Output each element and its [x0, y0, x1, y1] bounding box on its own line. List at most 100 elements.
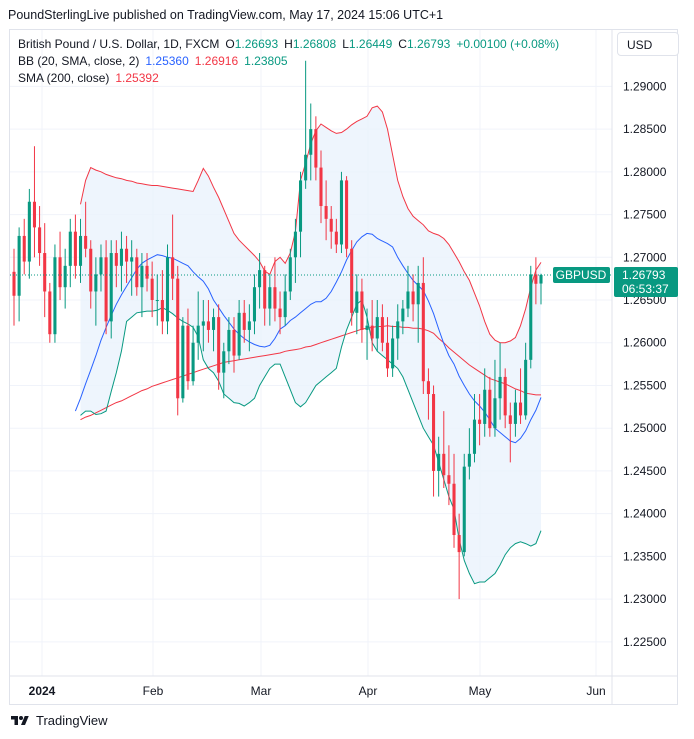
candle-body-down[interactable] — [345, 180, 349, 249]
candle-body-down[interactable] — [273, 287, 277, 309]
candle-body-up[interactable] — [498, 376, 502, 399]
candle-body-down[interactable] — [84, 235, 88, 249]
candle-body-down[interactable] — [186, 325, 190, 382]
candle-body-up[interactable] — [258, 270, 262, 288]
candle-body-down[interactable] — [278, 308, 282, 318]
candle-body-down[interactable] — [48, 291, 52, 335]
candle-body-up[interactable] — [155, 300, 159, 302]
candle-body-down[interactable] — [329, 218, 333, 232]
candle-body-up[interactable] — [288, 257, 292, 292]
candle-body-up[interactable] — [227, 329, 231, 352]
candle-body-up[interactable] — [293, 231, 297, 258]
candle-body-down[interactable] — [503, 376, 507, 416]
candle-body-up[interactable] — [237, 312, 241, 356]
candle-body-down[interactable] — [334, 231, 338, 245]
candle-body-up[interactable] — [472, 419, 477, 454]
candle-body-up[interactable] — [406, 291, 410, 309]
candle-body-down[interactable] — [58, 257, 62, 288]
candle-body-up[interactable] — [268, 287, 272, 309]
candle-body-up[interactable] — [437, 453, 441, 471]
candle-body-up[interactable] — [99, 257, 103, 275]
candle-body-down[interactable] — [89, 248, 93, 292]
legend-bb-row[interactable]: BB (20, SMA, close, 2) 1.25360 1.26916 1… — [18, 53, 559, 70]
candle-body-down[interactable] — [217, 317, 221, 373]
candle-body-up[interactable] — [391, 338, 395, 369]
candle-body-down[interactable] — [176, 278, 180, 399]
candle-body-down[interactable] — [314, 129, 318, 168]
candle-body-down[interactable] — [263, 270, 267, 309]
candle-body-down[interactable] — [421, 282, 425, 382]
candle-body-down[interactable] — [432, 394, 436, 471]
candle-body-down[interactable] — [171, 257, 175, 279]
candle-body-up[interactable] — [196, 325, 200, 343]
candle-body-up[interactable] — [165, 257, 170, 322]
candle-body-up[interactable] — [401, 308, 405, 322]
candle-body-down[interactable] — [426, 381, 430, 395]
candle-body-down[interactable] — [370, 325, 374, 339]
candle-body-up[interactable] — [524, 359, 528, 416]
candle-body-up[interactable] — [339, 180, 343, 245]
candle-body-down[interactable] — [478, 419, 482, 424]
candle-body-up[interactable] — [94, 274, 98, 292]
candle-body-up[interactable] — [529, 274, 533, 360]
candle-body-up[interactable] — [247, 321, 251, 330]
candle-body-down[interactable] — [206, 321, 210, 330]
legend-sma-row[interactable]: SMA (200, close) 1.25392 — [18, 70, 559, 87]
currency-button[interactable]: USD — [617, 32, 679, 56]
candle-body-up[interactable] — [130, 257, 134, 262]
candle-body-down[interactable] — [73, 231, 77, 266]
candle-body-down[interactable] — [360, 291, 364, 330]
candle-body-down[interactable] — [242, 312, 246, 330]
candle-body-down[interactable] — [452, 483, 456, 536]
candle-body-up[interactable] — [416, 282, 420, 305]
candle-body-up[interactable] — [283, 291, 287, 318]
footer-brand[interactable]: TradingView — [36, 713, 108, 728]
candle-body-down[interactable] — [150, 278, 154, 301]
candle-body-up[interactable] — [191, 342, 195, 382]
candle-body-up[interactable] — [309, 129, 313, 155]
candle-body-up[interactable] — [201, 321, 205, 326]
candle-body-down[interactable] — [32, 201, 37, 228]
candle-body-down[interactable] — [442, 453, 446, 476]
candle-body-up[interactable] — [304, 154, 308, 181]
candle-body-up[interactable] — [53, 257, 57, 335]
candle-body-up[interactable] — [78, 235, 83, 266]
candle-body-down[interactable] — [508, 415, 512, 424]
candle-body-down[interactable] — [145, 265, 149, 279]
candle-body-up[interactable] — [212, 317, 216, 330]
candle-body-down[interactable] — [457, 535, 461, 553]
candle-body-down[interactable] — [447, 475, 451, 484]
candle-body-down[interactable] — [319, 167, 323, 207]
candle-body-down[interactable] — [114, 253, 118, 266]
symbol-tag[interactable] — [553, 266, 610, 283]
candle-body-up[interactable] — [365, 325, 369, 330]
candle-body-down[interactable] — [411, 291, 415, 305]
candle-body-up[interactable] — [109, 253, 113, 322]
candle-body-up[interactable] — [539, 274, 543, 284]
candle-body-down[interactable] — [518, 402, 523, 416]
candle-body-up[interactable] — [493, 398, 497, 429]
candle-body-down[interactable] — [135, 257, 139, 288]
candle-body-down[interactable] — [324, 206, 328, 219]
candle-body-down[interactable] — [43, 253, 47, 292]
candle-body-up[interactable] — [17, 235, 21, 296]
candle-body-up[interactable] — [181, 325, 185, 399]
candle-body-up[interactable] — [462, 466, 466, 553]
candle-body-down[interactable] — [380, 317, 384, 343]
candle-body-up[interactable] — [513, 402, 517, 424]
candle-body-up[interactable] — [222, 351, 226, 373]
candle-body-down[interactable] — [104, 257, 108, 322]
candle-body-up[interactable] — [375, 317, 379, 339]
candle-body-up[interactable] — [483, 389, 487, 424]
candle-body-up[interactable] — [140, 265, 144, 288]
candle-body-down[interactable] — [12, 271, 16, 296]
candle-body-down[interactable] — [488, 389, 492, 429]
candle-body-down[interactable] — [385, 342, 390, 369]
candle-body-up[interactable] — [252, 287, 257, 322]
candle-body-down[interactable] — [232, 329, 236, 356]
instrument-title[interactable]: British Pound / U.S. Dollar, 1D, FXCM — [18, 37, 220, 51]
candle-body-up[interactable] — [298, 180, 303, 232]
candle-body-down[interactable] — [125, 248, 129, 262]
candle-body-up[interactable] — [68, 231, 72, 266]
